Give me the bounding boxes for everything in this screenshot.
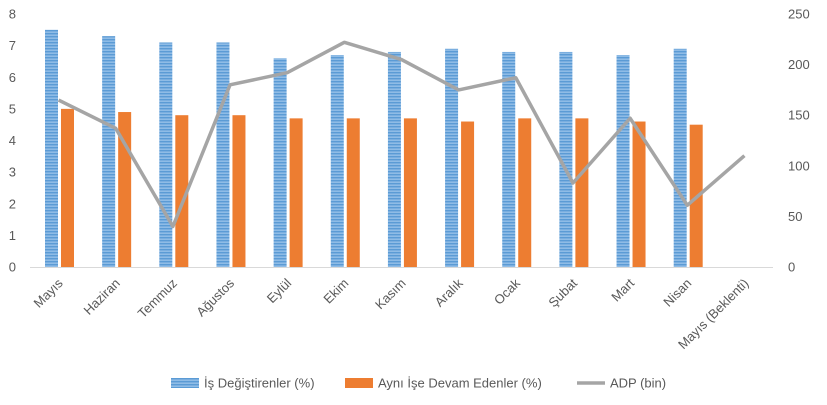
bar-is-degistirenler [387,51,401,268]
y-right-tick-label: 50 [788,209,802,224]
x-tick-label: Haziran [81,276,123,318]
y-left-tick-label: 4 [9,133,16,148]
y-left-tick-label: 1 [9,228,16,243]
bar-is-degistirenler [559,51,573,268]
bar-ayni-ise-devam [175,115,189,267]
bar-ayni-ise-devam [346,118,360,267]
legend-label: Aynı İşe Devam Edenler (%) [378,376,542,391]
y-left-tick-label: 8 [9,7,16,22]
bar-is-degistirenler [673,48,687,267]
x-tick-label: Ekim [320,276,351,307]
y-left-tick-label: 2 [9,196,16,211]
bar-ayni-ise-devam [632,121,646,268]
x-tick-label: Şubat [545,275,580,310]
x-tick-label: Mart [608,275,637,304]
y-left-tick-label: 6 [9,70,16,85]
bar-is-degistirenler [45,29,58,267]
x-tick-label: Ocak [491,275,523,307]
x-tick-label: Eylül [264,275,295,306]
bar-ayni-ise-devam [575,118,589,267]
x-tick-label: Temmuz [135,276,180,321]
legend-label: ADP (bin) [610,376,666,391]
bar-ayni-ise-devam [403,118,417,267]
bar-ayni-ise-devam [61,108,74,267]
y-left-tick-label: 3 [9,165,16,180]
bar-is-degistirenler [502,51,516,268]
y-right-tick-label: 100 [788,158,810,173]
legend-label: İş Değiştirenler (%) [204,376,315,391]
y-right-tick-label: 150 [788,108,810,123]
x-tick-label: Ağustos [193,275,237,319]
y-right-tick-label: 250 [788,7,810,22]
bar-ayni-ise-devam [232,115,246,267]
y-right-tick-label: 200 [788,57,810,72]
plot-area: 0 1 2 3 4 5 6 7 8 0 50 100 150 200 250 Mayıs Haziran Temm… [9,7,810,353]
legend: İş Değiştirenler (%) Aynı İşe Devam Edenl… [171,376,666,391]
bar-ayni-ise-devam [289,118,303,267]
x-tick-label: Mayıs [31,275,66,310]
x-tick-label: Aralık [432,275,466,309]
bar-is-degistirenler [616,55,630,267]
y-left-tick-label: 0 [9,260,16,275]
bar-ayni-ise-devam [518,118,532,267]
legend-swatch [171,378,199,388]
bar-is-degistirenler [102,36,116,268]
bar-is-degistirenler [330,55,344,267]
bar-is-degistirenler [273,58,287,268]
x-tick-label: Kasım [372,276,409,313]
bar-ayni-ise-devam [461,121,475,268]
bar-is-degistirenler [159,42,173,268]
bar-is-degistirenler [216,42,230,268]
bar-is-degistirenler [445,48,459,267]
y-left-tick-label: 5 [9,101,16,116]
y-left-tick-label: 7 [9,38,16,53]
legend-swatch [345,378,373,388]
x-tick-label: Nisan [660,276,694,310]
y-right-tick-label: 0 [788,260,795,275]
